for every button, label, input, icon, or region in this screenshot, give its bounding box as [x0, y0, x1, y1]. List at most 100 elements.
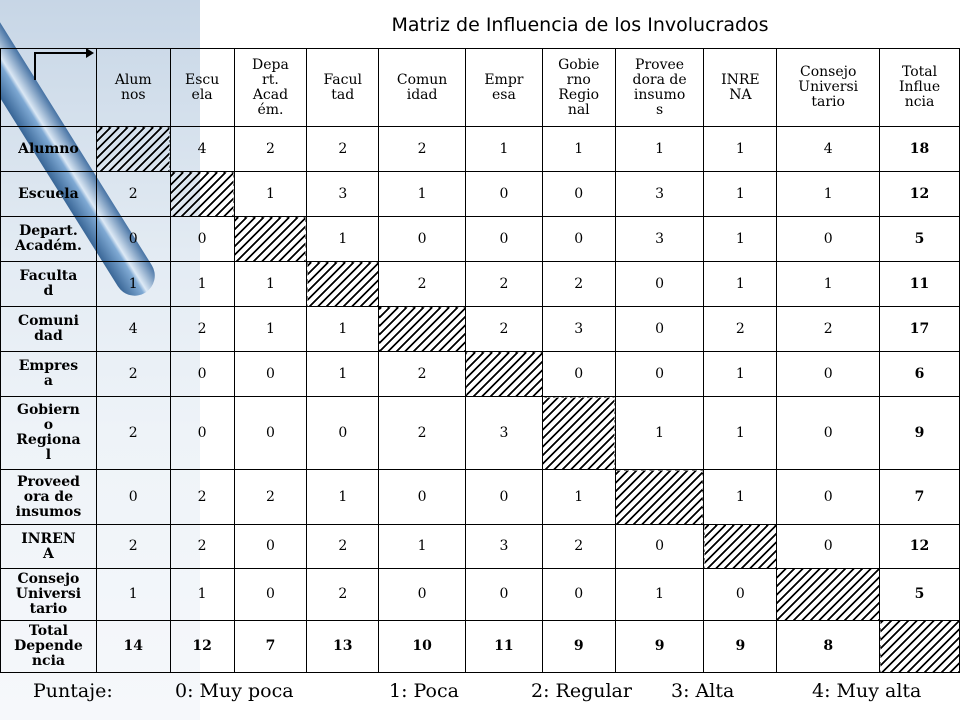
matrix-cell: 4: [169, 126, 235, 172]
total-influence-cell: 12: [879, 524, 960, 569]
total-dependence-cell: 9: [703, 620, 778, 673]
diagonal-cell: [541, 396, 616, 470]
diagonal-cell: [233, 216, 308, 262]
total-dependence-cell: 10: [378, 620, 466, 673]
row-label: Gobiern o Regiona l: [0, 396, 97, 470]
diagonal-cell: [879, 620, 960, 673]
matrix-cell: 0: [233, 396, 308, 470]
matrix-row: Faculta d 1 1 1 2 2 2 0 1 1 11: [0, 261, 960, 307]
matrix-cell: 0: [614, 351, 705, 397]
matrix-cell: 2: [306, 126, 380, 172]
total-influence-cell: 18: [879, 126, 960, 172]
matrix-cell: 1: [465, 126, 543, 172]
matrix-cell: 2: [306, 568, 380, 621]
matrix-cell: 2: [465, 261, 543, 307]
matrix-cell: 2: [233, 469, 308, 525]
column-header: Comun idad: [378, 48, 466, 127]
matrix-cell: 2: [169, 306, 235, 352]
matrix-row: Empres a 2 0 0 1 2 0 0 1 0 6: [0, 351, 960, 397]
matrix-cell: 2: [541, 261, 616, 307]
column-header: Consejo Universi tario: [776, 48, 881, 127]
total-dependence-cell: 7: [233, 620, 308, 673]
matrix-cell: 0: [233, 524, 308, 569]
matrix-row: Comuni dad 4 2 1 1 2 3 0 2 2 17: [0, 306, 960, 352]
matrix-cell: 1: [233, 306, 308, 352]
total-influence-cell: 11: [879, 261, 960, 307]
matrix-cell: 1: [95, 568, 171, 621]
score-legend: Puntaje: 0: Muy poca 1: Poca 2: Regular …: [0, 676, 960, 716]
matrix-cell: 1: [703, 126, 778, 172]
matrix-cell: 1: [541, 126, 616, 172]
total-dependence-cell: 11: [465, 620, 543, 673]
total-influence-cell: 9: [879, 396, 960, 470]
total-dependence-cell: 9: [541, 620, 616, 673]
row-label: Escuela: [0, 171, 97, 217]
matrix-row: Depart. Académ. 0 0 1 0 0 0 3 1 0 5: [0, 216, 960, 262]
matrix-cell: 1: [614, 568, 705, 621]
matrix-cell: 3: [614, 171, 705, 217]
matrix-cell: 1: [703, 396, 778, 470]
matrix-row: Gobiern o Regiona l 2 0 0 0 2 3 1 1 0 9: [0, 396, 960, 470]
matrix-cell: 1: [306, 216, 380, 262]
total-influence-cell: 12: [879, 171, 960, 217]
matrix-cell: 0: [614, 524, 705, 569]
matrix-cell: 1: [703, 171, 778, 217]
matrix-cell: 3: [541, 306, 616, 352]
matrix-cell: 0: [541, 171, 616, 217]
matrix-cell: 0: [614, 261, 705, 307]
corner-cell: [0, 48, 97, 127]
matrix-cell: 4: [776, 126, 881, 172]
matrix-cell: 0: [541, 216, 616, 262]
matrix-cell: 1: [378, 171, 466, 217]
matrix-cell: 0: [776, 524, 881, 569]
diagonal-cell: [378, 306, 466, 352]
matrix-cell: 2: [378, 351, 466, 397]
matrix-cell: 0: [169, 216, 235, 262]
matrix-cell: 0: [233, 568, 308, 621]
diagonal-cell: [776, 568, 881, 621]
matrix-cell: 2: [378, 261, 466, 307]
matrix-cell: 1: [703, 351, 778, 397]
matrix-cell: 0: [465, 171, 543, 217]
matrix-cell: 0: [306, 396, 380, 470]
column-header: Escu ela: [169, 48, 235, 127]
matrix-cell: 0: [378, 568, 466, 621]
matrix-cell: 2: [95, 351, 171, 397]
legend-item: 0: Muy poca: [175, 680, 294, 702]
column-header: Empr esa: [465, 48, 543, 127]
matrix-cell: 2: [703, 306, 778, 352]
diagonal-cell: [169, 171, 235, 217]
diagonal-cell: [614, 469, 705, 525]
legend-item: 2: Regular: [531, 680, 632, 702]
influence-matrix-table: Alum nos Escu ela Depa rt. Acad ém. Facul tad Comu…: [0, 48, 960, 673]
matrix-row: Consejo Universi tario 1 1 0 2 0 0 0 1 0 5: [0, 568, 960, 621]
total-dependence-cell: 13: [306, 620, 380, 673]
matrix-cell: 4: [95, 306, 171, 352]
matrix-cell: 0: [541, 568, 616, 621]
matrix-cell: 1: [306, 351, 380, 397]
matrix-cell: 0: [378, 469, 466, 525]
matrix-cell: 1: [614, 396, 705, 470]
column-header: Facul tad: [306, 48, 380, 127]
matrix-cell: 1: [169, 568, 235, 621]
row-label: Consejo Universi tario: [0, 568, 97, 621]
matrix-cell: 2: [233, 126, 308, 172]
matrix-cell: 0: [465, 469, 543, 525]
matrix-cell: 2: [169, 524, 235, 569]
matrix-cell: 0: [169, 351, 235, 397]
dependence-row: Total Depende ncia 14 12 7 13 10 11 9 9 9 8: [0, 620, 960, 673]
row-label: Empres a: [0, 351, 97, 397]
matrix-cell: 2: [306, 524, 380, 569]
matrix-cell: 0: [95, 469, 171, 525]
matrix-cell: 2: [95, 524, 171, 569]
header-row: Alum nos Escu ela Depa rt. Acad ém. Facul tad Comu…: [0, 48, 960, 127]
matrix-row: Escuela 2 1 3 1 0 0 3 1 1 12: [0, 171, 960, 217]
matrix-cell: 3: [614, 216, 705, 262]
matrix-cell: 3: [465, 396, 543, 470]
matrix-cell: 2: [95, 396, 171, 470]
matrix-cell: 0: [776, 396, 881, 470]
matrix-cell: 2: [776, 306, 881, 352]
matrix-cell: 1: [776, 261, 881, 307]
matrix-cell: 0: [233, 351, 308, 397]
legend-label: Puntaje:: [33, 680, 113, 702]
